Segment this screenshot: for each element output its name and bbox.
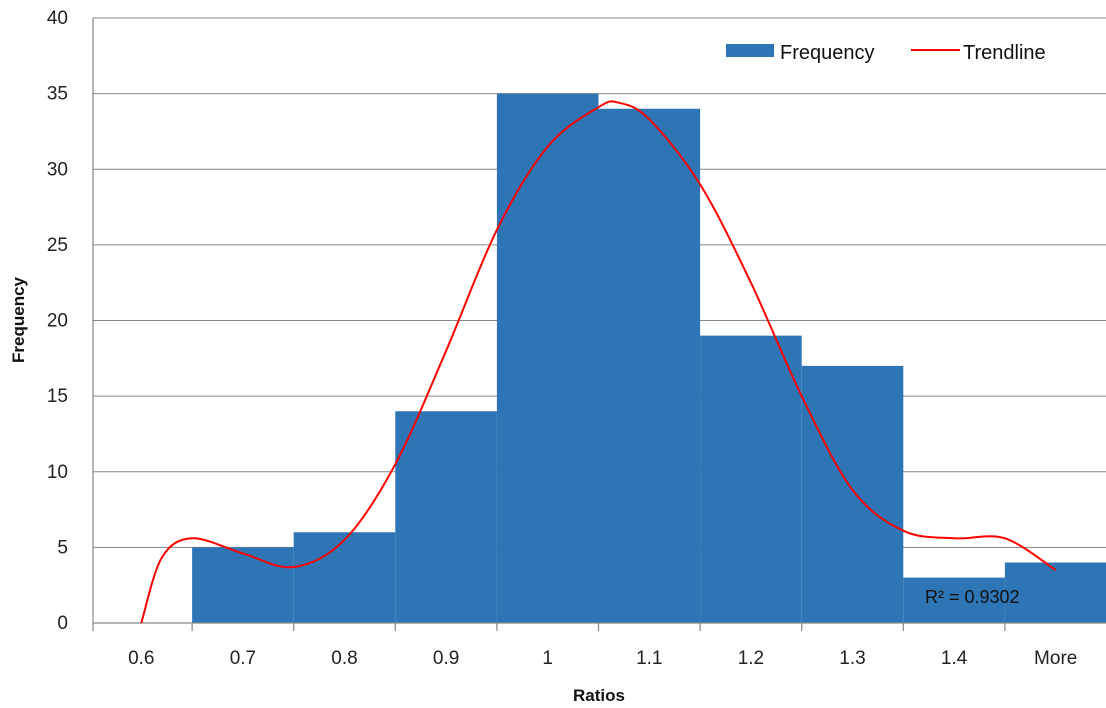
bar-1.2: [700, 335, 802, 623]
bar-0.8: [293, 532, 396, 623]
bar-0.7: [192, 547, 294, 623]
x-tick-label: 0.8: [331, 648, 357, 669]
x-tick-label: 0.6: [128, 648, 154, 669]
y-tick-label: 20: [47, 311, 68, 332]
bar-1.1: [598, 108, 701, 623]
y-tick-label: 15: [47, 386, 68, 407]
y-tick-label: 30: [47, 159, 68, 180]
x-tick-label: 1.3: [839, 648, 865, 669]
bar-1.4: [903, 577, 1005, 623]
bar-0.9: [395, 411, 497, 623]
x-tick-label: 1.4: [941, 648, 968, 669]
y-tick-label: 35: [47, 84, 68, 105]
x-axis-ticks: [92, 623, 1006, 631]
y-axis-tick-labels: 0 5 10 15 20 25 30 35 40: [47, 8, 68, 634]
x-tick-label: More: [1034, 648, 1077, 669]
axes: [92, 18, 1106, 624]
y-tick-label: 0: [57, 613, 68, 634]
trendline-curve: [140, 100, 1057, 624]
x-axis-tick-labels: 0.6 0.7 0.8 0.9 1 1.1 1.2 1.3 1.4 More: [128, 648, 1077, 669]
bar-More: [1004, 562, 1106, 623]
y-tick-label: 40: [47, 8, 68, 29]
y-tick-label: 10: [47, 462, 68, 483]
y-axis-title: Frequency: [9, 276, 28, 363]
y-tick-label: 25: [47, 235, 68, 256]
r-squared-annotation: R² = 0.9302: [925, 587, 1020, 607]
legend: Frequency Trendline: [726, 42, 1046, 64]
legend-swatch-frequency: [726, 44, 774, 57]
bar-1.3: [801, 365, 904, 623]
x-axis-title: Ratios: [573, 686, 625, 705]
x-tick-label: 0.9: [433, 648, 459, 669]
x-tick-label: 1: [542, 648, 553, 669]
x-tick-label: 1.2: [738, 648, 764, 669]
bar-1: [496, 93, 599, 623]
x-tick-label: 0.7: [230, 648, 256, 669]
legend-label-frequency: Frequency: [780, 42, 875, 64]
y-tick-label: 5: [57, 537, 68, 558]
x-tick-label: 1.1: [636, 648, 662, 669]
legend-label-trendline: Trendline: [963, 42, 1046, 64]
bars: [192, 93, 1106, 623]
